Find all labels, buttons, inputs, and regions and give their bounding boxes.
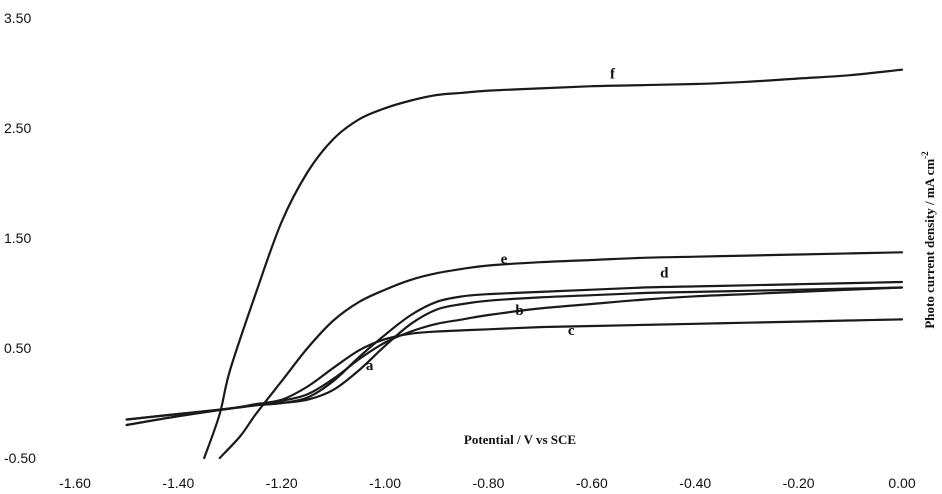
y-axis-title-superscript: -2 — [920, 151, 930, 159]
x-tick-label: 0.00 — [888, 475, 915, 491]
x-tick-label: -0.40 — [679, 475, 711, 491]
x-tick-label: -0.60 — [576, 475, 608, 491]
y-tick-label: 1.50 — [4, 230, 31, 246]
series-line-c — [125, 318, 904, 421]
series-line-f — [203, 68, 904, 460]
curve-label-f: f — [610, 67, 616, 83]
curve-label-e: e — [501, 251, 508, 267]
y-axis-title: Photo current density / mA cm-2 — [920, 151, 937, 329]
x-tick-label: -1.20 — [266, 475, 298, 491]
x-tick-label: -1.60 — [59, 475, 91, 491]
y-tick-label: 0.50 — [4, 340, 31, 356]
curve-label-b: b — [515, 303, 523, 319]
curve-label-c: c — [568, 323, 575, 339]
y-axis-tick-labels: -0.50 0.50 1.50 2.50 3.50 — [4, 10, 36, 466]
x-tick-label: -1.40 — [162, 475, 194, 491]
x-axis-tick-labels: -1.60 -1.40 -1.20 -1.00 -0.80 -0.60 -0.40 -0.20… — [59, 475, 916, 491]
curve-label-d: d — [660, 266, 669, 282]
y-tick-label: 3.50 — [4, 10, 31, 26]
y-axis-title-text: Photo current density / mA cm — [922, 159, 937, 329]
series-line-e — [218, 251, 904, 460]
y-tick-label: 2.50 — [4, 120, 31, 136]
curve-label-a: a — [366, 358, 374, 374]
y-tick-label: -0.50 — [4, 450, 36, 466]
x-tick-label: -1.00 — [369, 475, 401, 491]
curve-labels: a b c d e f — [366, 67, 669, 375]
x-tick-label: -0.80 — [473, 475, 505, 491]
series-lines — [125, 68, 904, 460]
x-axis-title: Potential / V vs SCE — [464, 432, 576, 447]
x-tick-label: -0.20 — [783, 475, 815, 491]
